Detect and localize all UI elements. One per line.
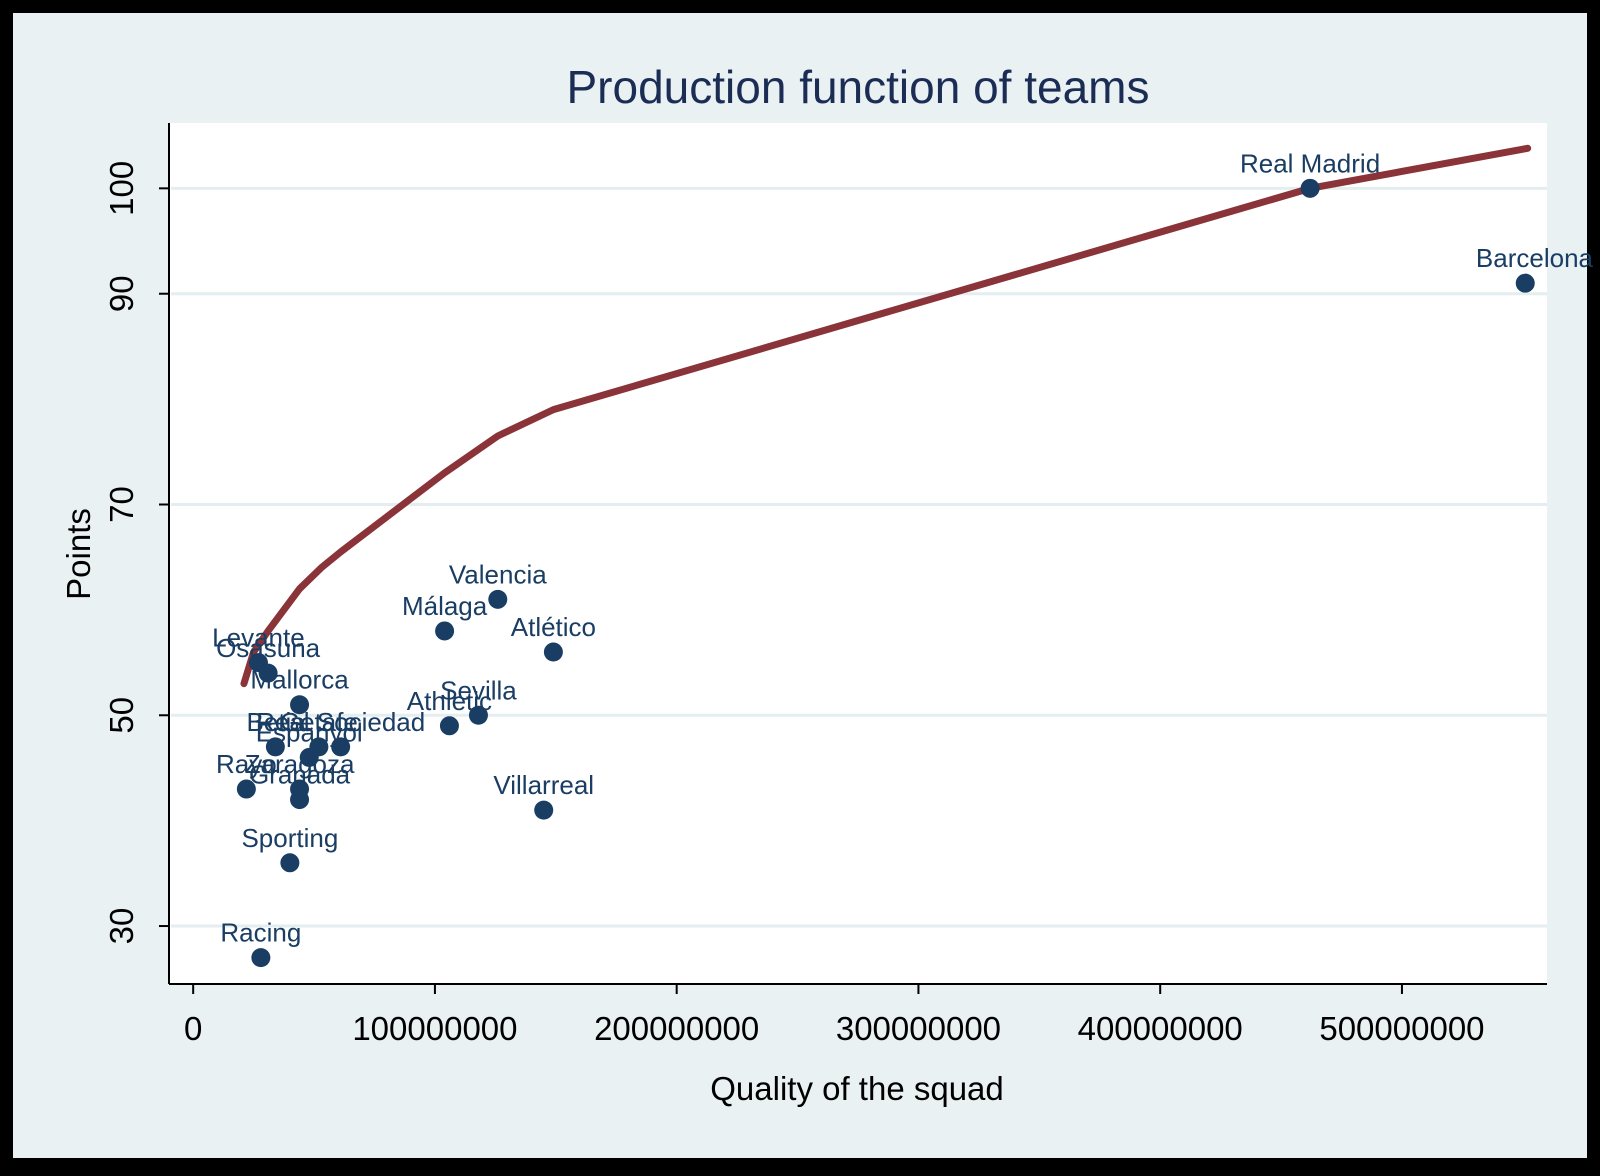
x-tick-label: 100000000 xyxy=(352,1010,517,1047)
point-label: Real Madrid xyxy=(1240,148,1380,178)
x-tick-label: 0 xyxy=(184,1010,202,1047)
point-label: Valencia xyxy=(449,559,547,589)
point-label: Mallorca xyxy=(250,665,349,695)
point-label: Athletic xyxy=(407,686,492,716)
data-point xyxy=(1300,178,1320,198)
data-point xyxy=(265,737,285,757)
x-tick-label: 200000000 xyxy=(594,1010,759,1047)
point-label: Zaragoza xyxy=(245,749,355,779)
point-label: Levante xyxy=(212,623,305,653)
data-point xyxy=(251,948,271,968)
point-label: Atlético xyxy=(511,612,596,642)
y-tick-label: 100 xyxy=(103,161,140,216)
y-axis-label: Points xyxy=(60,508,97,600)
data-point xyxy=(258,663,278,683)
data-point xyxy=(299,747,319,767)
y-tick-label: 90 xyxy=(103,275,140,312)
data-point xyxy=(290,790,310,810)
x-tick-label: 500000000 xyxy=(1319,1010,1484,1047)
point-label: Betis xyxy=(246,707,304,737)
x-ticks: 0 100000000 200000000 300000000 400000000 500… xyxy=(184,984,1485,1047)
point-label: Barcelona xyxy=(1476,243,1594,273)
data-point xyxy=(331,737,351,757)
point-label: Espanyol xyxy=(256,717,363,747)
points-layer xyxy=(236,178,1535,968)
plot-area xyxy=(169,123,1547,984)
point-label: Málaga xyxy=(402,591,488,621)
point-label: Racing xyxy=(220,918,301,948)
y-tick-label: 50 xyxy=(103,697,140,734)
x-tick-label: 300000000 xyxy=(836,1010,1001,1047)
data-point xyxy=(280,853,300,873)
point-label: Rayo xyxy=(216,749,277,779)
chart-title: Production function of teams xyxy=(567,61,1150,113)
point-label: Osasuna xyxy=(216,633,321,663)
data-point xyxy=(236,779,256,799)
point-label: Getafe xyxy=(280,707,358,737)
data-point xyxy=(1515,273,1535,293)
point-label: Real Sociedad xyxy=(256,707,425,737)
x-tick-label: 400000000 xyxy=(1078,1010,1243,1047)
data-point xyxy=(468,705,488,725)
data-point xyxy=(290,695,310,715)
x-axis-label: Quality of the squad xyxy=(710,1070,1004,1107)
y-ticks: 30 50 70 90 100 xyxy=(103,161,169,945)
data-point xyxy=(543,642,563,662)
data-point xyxy=(439,716,459,736)
point-label: Sevilla xyxy=(440,675,517,705)
data-point xyxy=(435,621,455,641)
y-tick-label: 70 xyxy=(103,486,140,523)
point-label: Sporting xyxy=(241,823,338,853)
y-tick-label: 30 xyxy=(103,908,140,945)
fit-line-layer xyxy=(240,144,1532,688)
data-point xyxy=(534,800,554,820)
data-point xyxy=(488,589,508,609)
point-label: Granada xyxy=(249,760,351,790)
point-label: Villarreal xyxy=(493,770,594,800)
fit-line xyxy=(240,144,1532,688)
